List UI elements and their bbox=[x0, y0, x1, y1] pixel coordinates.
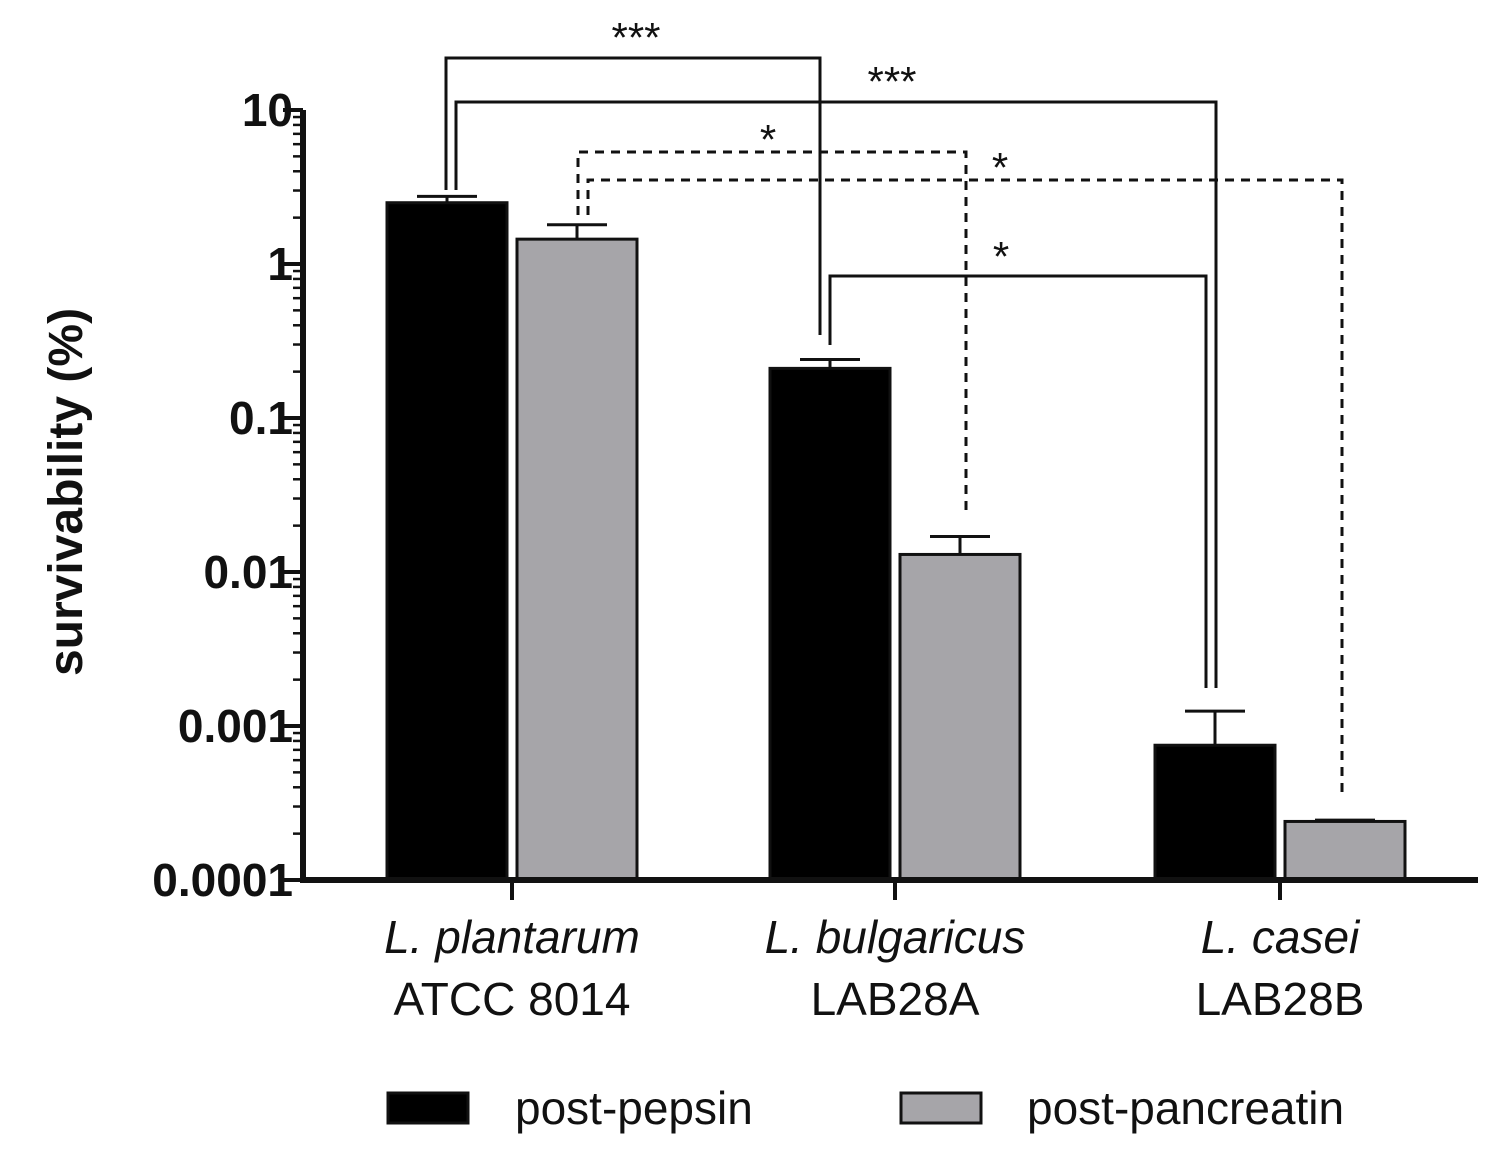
significance-bracket-dashed bbox=[586, 178, 1344, 795]
x-ticks bbox=[510, 880, 1282, 900]
bar-post-pancreatin-1 bbox=[515, 237, 639, 882]
legend-label-post-pepsin: post-pepsin bbox=[515, 1082, 753, 1134]
legend-label-post-pancreatin: post-pancreatin bbox=[1027, 1082, 1344, 1134]
significance-bracket-solid bbox=[828, 274, 1208, 688]
significance-bracket-solid bbox=[444, 56, 822, 335]
y-major-ticks bbox=[283, 108, 303, 882]
significance-label: * bbox=[992, 144, 1008, 191]
y-tick-label: 1 bbox=[267, 238, 293, 290]
legend-swatch-post-pepsin bbox=[386, 1091, 470, 1125]
bar-post-pepsin-2 bbox=[768, 366, 892, 882]
category-species-label: L. casei bbox=[1201, 911, 1361, 963]
y-tick-label: 0.01 bbox=[203, 546, 293, 598]
y-tick-labels: 10 1 0.1 0.01 0.001 0.0001 bbox=[152, 84, 293, 906]
significance-brackets bbox=[444, 56, 1344, 795]
bar-post-pancreatin-2 bbox=[898, 552, 1022, 882]
y-tick-label: 0.0001 bbox=[152, 854, 293, 906]
bar-post-pepsin-1 bbox=[385, 201, 509, 882]
category-strain-label: ATCC 8014 bbox=[394, 973, 631, 1025]
significance-label: *** bbox=[867, 58, 916, 105]
category-strain-label: LAB28B bbox=[1196, 973, 1365, 1025]
legend: post-pepsin post-pancreatin bbox=[386, 1082, 1344, 1134]
significance-bracket-dashed bbox=[576, 150, 968, 515]
legend-swatch-post-pancreatin bbox=[899, 1091, 983, 1125]
error-bars-layer bbox=[417, 194, 1375, 822]
y-tick-label: 10 bbox=[242, 84, 293, 136]
significance-labels: ********* bbox=[611, 14, 1009, 280]
significance-label: *** bbox=[611, 14, 660, 61]
bars-layer bbox=[385, 201, 1407, 882]
significance-bracket-solid bbox=[454, 100, 1218, 688]
significance-label: * bbox=[760, 116, 776, 163]
bar-post-pancreatin-3 bbox=[1283, 819, 1407, 882]
category-labels: L. plantarum ATCC 8014 L. bulgaricus LAB28A… bbox=[384, 911, 1364, 1025]
category-species-label: L. plantarum bbox=[384, 911, 640, 963]
bar-post-pepsin-3 bbox=[1153, 743, 1277, 882]
category-species-label: L. bulgaricus bbox=[765, 911, 1026, 963]
y-axis-title: survivability (%) bbox=[40, 308, 93, 676]
y-tick-label: 0.001 bbox=[178, 700, 293, 752]
significance-label: * bbox=[993, 233, 1009, 280]
category-strain-label: LAB28A bbox=[811, 973, 980, 1025]
y-tick-label: 0.1 bbox=[229, 392, 293, 444]
